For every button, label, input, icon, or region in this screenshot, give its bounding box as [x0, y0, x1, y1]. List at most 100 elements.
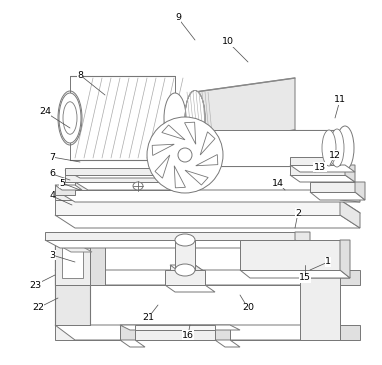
Polygon shape	[70, 76, 175, 160]
Text: 1: 1	[325, 257, 331, 266]
Polygon shape	[162, 125, 185, 140]
Polygon shape	[120, 325, 240, 330]
Polygon shape	[310, 192, 365, 200]
Polygon shape	[55, 270, 340, 285]
Polygon shape	[135, 325, 215, 330]
Ellipse shape	[164, 93, 186, 143]
Polygon shape	[175, 240, 195, 270]
Polygon shape	[300, 270, 340, 340]
Polygon shape	[55, 215, 360, 228]
Polygon shape	[340, 200, 360, 228]
Polygon shape	[290, 157, 340, 165]
Polygon shape	[200, 132, 215, 155]
Polygon shape	[290, 165, 345, 175]
Polygon shape	[55, 325, 340, 340]
Polygon shape	[75, 182, 185, 190]
Polygon shape	[62, 247, 83, 278]
Ellipse shape	[330, 129, 344, 167]
Polygon shape	[55, 190, 360, 202]
Polygon shape	[62, 247, 92, 252]
Polygon shape	[300, 270, 350, 278]
Text: 21: 21	[142, 314, 154, 323]
Ellipse shape	[178, 148, 192, 162]
Ellipse shape	[185, 91, 205, 146]
Ellipse shape	[147, 117, 223, 193]
Polygon shape	[170, 265, 195, 285]
Text: 14: 14	[272, 178, 284, 188]
Text: 16: 16	[182, 330, 194, 339]
Polygon shape	[196, 154, 218, 166]
Text: 24: 24	[39, 108, 51, 116]
Polygon shape	[340, 240, 350, 278]
Polygon shape	[165, 270, 205, 285]
Ellipse shape	[133, 182, 143, 190]
Polygon shape	[75, 182, 198, 190]
Polygon shape	[165, 285, 215, 292]
Polygon shape	[55, 270, 360, 285]
Polygon shape	[340, 270, 360, 285]
Text: 9: 9	[175, 14, 181, 23]
Text: 5: 5	[59, 178, 65, 188]
Polygon shape	[355, 182, 365, 200]
Polygon shape	[55, 240, 105, 248]
Polygon shape	[152, 144, 174, 155]
Text: 2: 2	[295, 208, 301, 218]
Polygon shape	[55, 185, 82, 190]
Text: 20: 20	[242, 304, 254, 312]
Polygon shape	[65, 170, 200, 182]
Polygon shape	[65, 170, 215, 178]
Polygon shape	[55, 200, 340, 215]
Text: 8: 8	[77, 70, 83, 80]
Polygon shape	[155, 155, 170, 178]
Text: 7: 7	[49, 153, 55, 161]
Polygon shape	[55, 240, 90, 285]
Polygon shape	[90, 240, 105, 285]
Text: 11: 11	[334, 96, 346, 104]
Text: 3: 3	[49, 250, 55, 260]
Polygon shape	[120, 325, 135, 340]
Polygon shape	[215, 340, 240, 347]
Polygon shape	[305, 285, 340, 325]
Polygon shape	[55, 285, 90, 325]
Ellipse shape	[175, 264, 195, 276]
Ellipse shape	[336, 126, 354, 170]
Polygon shape	[340, 325, 360, 340]
Polygon shape	[345, 165, 355, 182]
Text: 4: 4	[49, 192, 55, 200]
Polygon shape	[295, 232, 310, 248]
Polygon shape	[45, 240, 310, 248]
Polygon shape	[215, 325, 230, 340]
Polygon shape	[290, 165, 355, 172]
Polygon shape	[65, 168, 180, 175]
Text: 23: 23	[29, 280, 41, 289]
Ellipse shape	[322, 130, 336, 166]
Polygon shape	[120, 325, 230, 340]
Polygon shape	[310, 182, 355, 192]
Polygon shape	[195, 78, 295, 144]
Ellipse shape	[198, 130, 212, 166]
Polygon shape	[205, 130, 345, 166]
Polygon shape	[55, 325, 360, 340]
Polygon shape	[290, 175, 355, 182]
Ellipse shape	[175, 234, 195, 246]
Text: 13: 13	[314, 162, 326, 172]
Text: 6: 6	[49, 169, 55, 178]
Text: 12: 12	[329, 150, 341, 160]
Polygon shape	[45, 232, 295, 240]
Ellipse shape	[59, 93, 81, 143]
Text: 22: 22	[32, 304, 44, 312]
Polygon shape	[240, 270, 350, 278]
Polygon shape	[120, 340, 145, 347]
Polygon shape	[55, 185, 75, 195]
Polygon shape	[195, 265, 205, 285]
Text: 15: 15	[299, 273, 311, 283]
Ellipse shape	[63, 102, 77, 134]
Polygon shape	[170, 265, 205, 272]
Polygon shape	[174, 166, 186, 188]
Polygon shape	[340, 190, 360, 202]
Text: 10: 10	[222, 38, 234, 46]
Polygon shape	[185, 170, 208, 185]
Polygon shape	[240, 240, 340, 270]
Polygon shape	[185, 122, 196, 144]
Polygon shape	[55, 190, 340, 200]
